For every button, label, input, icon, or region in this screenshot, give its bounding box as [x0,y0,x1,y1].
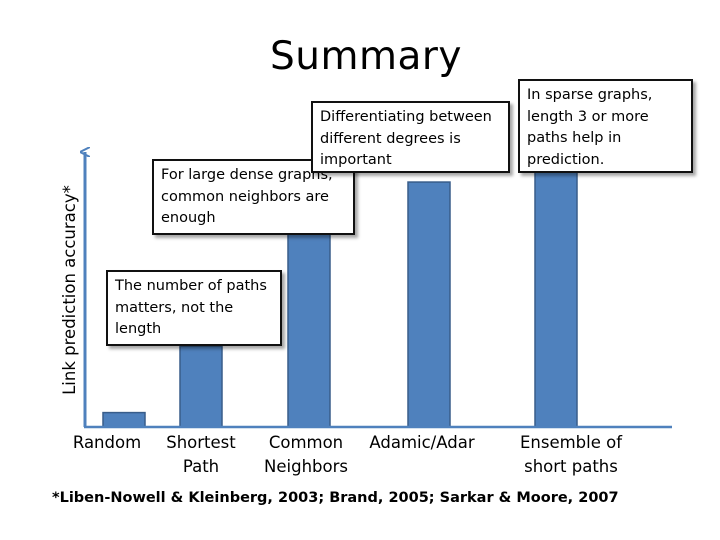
bar-ensemble [534,138,578,428]
y-axis-label: Link prediction accuracy* [60,185,79,395]
bar-common-neighbors [287,201,331,428]
slide-title: Summary [270,34,462,79]
callout-degree-differentiation: Differentiating between different degree… [311,101,510,173]
bar-shortest-path [179,345,223,428]
callout-sparse-graphs: In sparse graphs, length 3 or more paths… [518,79,693,173]
x-tick-label-shortest-path: Shortest Path [166,433,236,476]
bar-adamic-adar [407,181,451,428]
x-tick-label-common-neighbors: Common Neighbors [264,433,348,476]
bar-random [102,411,146,428]
callout-path-count: The number of paths matters, not the len… [106,270,282,346]
x-tick-label-adamic-adar: Adamic/Adar [369,433,475,452]
x-tick-label-ensemble: Ensemble of short paths [519,433,623,476]
citation-footnote: *Liben-Nowell & Kleinberg, 2003; Brand, … [52,490,619,506]
x-tick-label-random: Random [72,433,142,452]
